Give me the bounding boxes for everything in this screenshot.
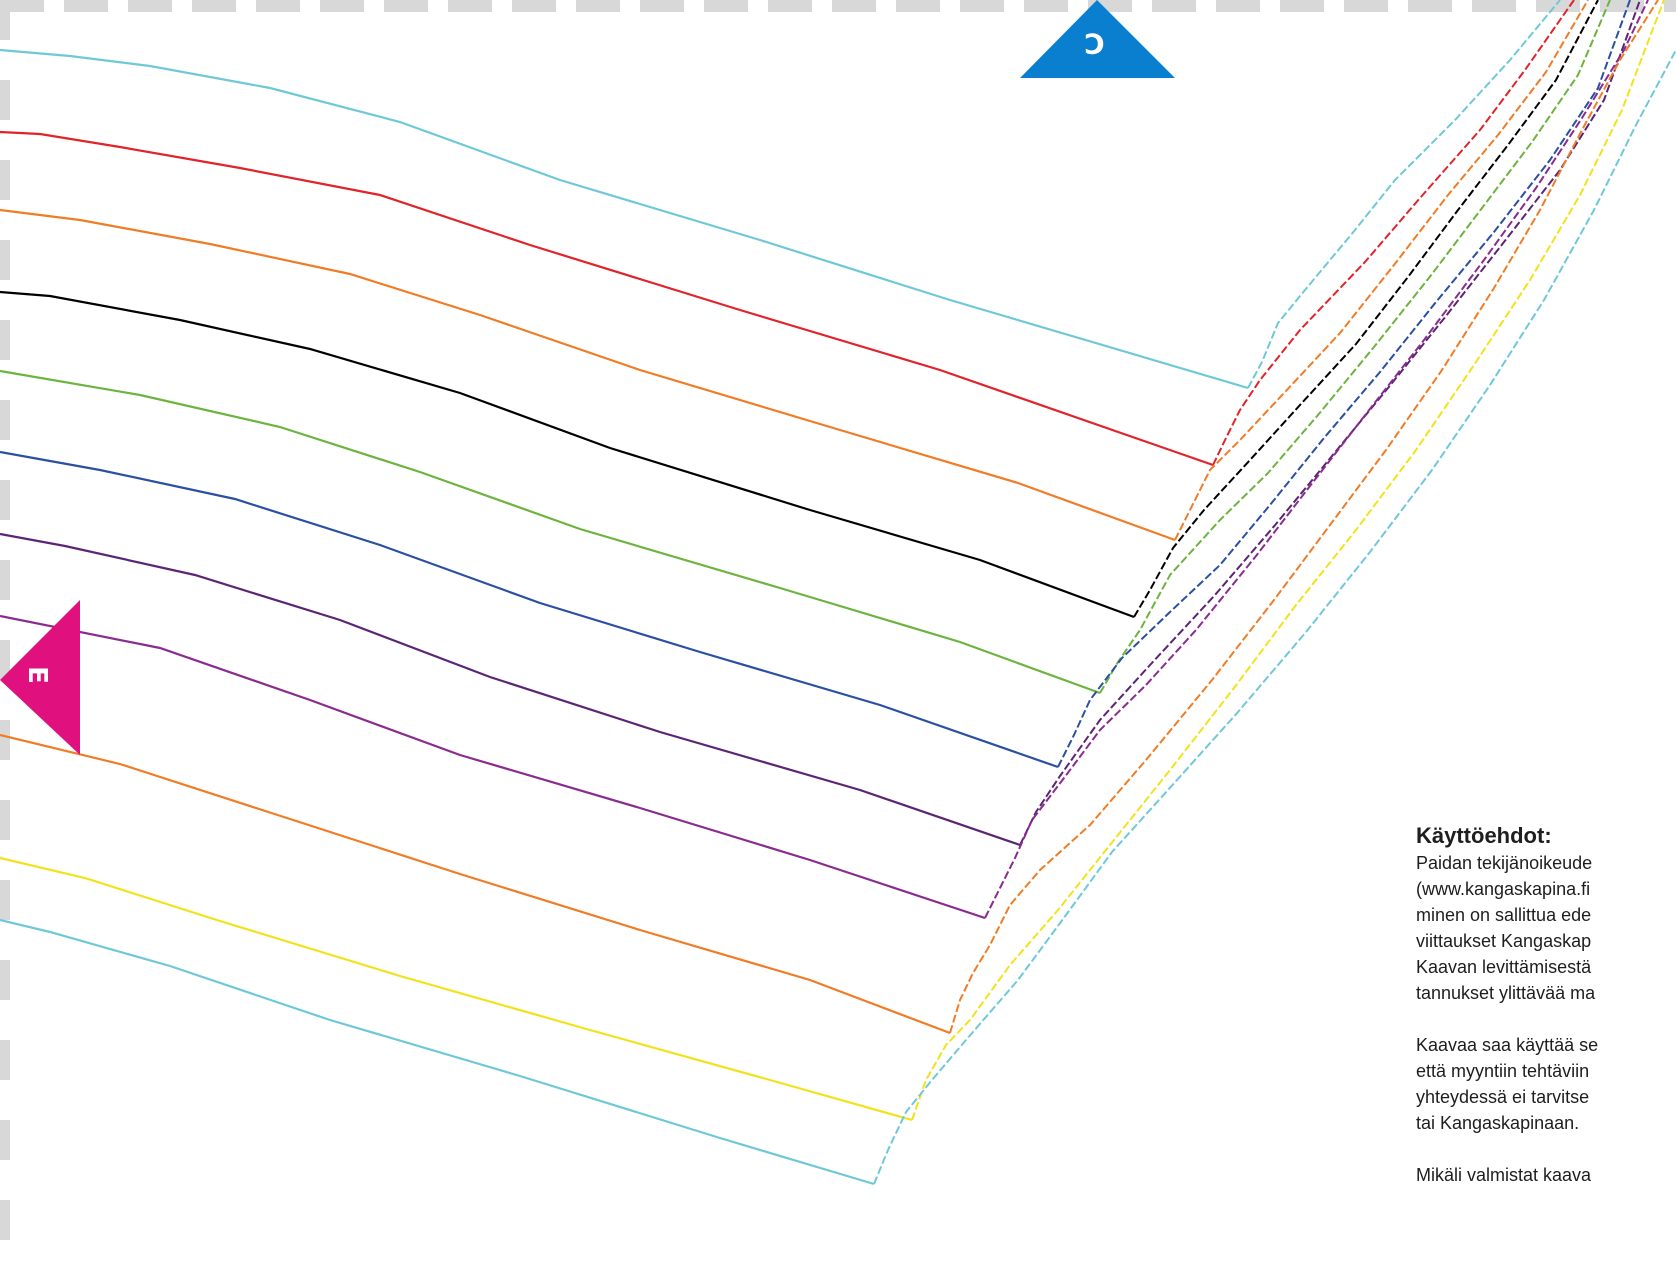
terms-p1-line: Kaavan levittämisestä bbox=[1416, 957, 1592, 977]
size-line-solid bbox=[0, 130, 1214, 467]
size-line-solid bbox=[0, 918, 875, 1186]
terms-of-use: Käyttöehdot: Paidan tekijänoikeude (www.… bbox=[1416, 822, 1676, 1214]
terms-p1-line: tannukset ylittävää ma bbox=[1416, 983, 1596, 1003]
notch-marker-c bbox=[1020, 0, 1175, 78]
size-line-dashed bbox=[1099, 0, 1611, 694]
terms-p2-line: tai Kangaskapinaan. bbox=[1416, 1113, 1580, 1133]
terms-p1-line: Paidan tekijänoikeude bbox=[1416, 853, 1593, 873]
notch-marker-e bbox=[0, 600, 80, 755]
size-line-solid bbox=[0, 733, 951, 1035]
size-line-dashed bbox=[1174, 0, 1589, 541]
size-line-dashed bbox=[949, 0, 1659, 1034]
size-line-solid bbox=[0, 290, 1135, 619]
size-line-solid bbox=[0, 450, 1059, 769]
size-lines bbox=[0, 0, 1676, 1186]
terms-paragraph-3: Mikäli valmistat kaava bbox=[1416, 1162, 1676, 1188]
terms-p1-line: viittaukset Kangaskap bbox=[1416, 931, 1592, 951]
terms-paragraph-1: Paidan tekijänoikeude (www.kangaskapina.… bbox=[1416, 850, 1676, 1006]
size-line-solid bbox=[0, 856, 913, 1122]
size-line-dashed bbox=[911, 0, 1665, 1121]
size-line-dashed bbox=[1247, 0, 1561, 389]
terms-p1-line: minen on sallittua ede bbox=[1416, 905, 1592, 925]
terms-p3-line: Mikäli valmistat kaava bbox=[1416, 1165, 1592, 1185]
terms-paragraph-2: Kaavaa saa käyttää se että myyntiin teht… bbox=[1416, 1032, 1676, 1136]
terms-p2-line: että myyntiin tehtäviin bbox=[1416, 1061, 1590, 1081]
size-line-solid bbox=[0, 614, 986, 920]
size-line-solid bbox=[0, 208, 1176, 542]
size-line-solid bbox=[0, 48, 1249, 390]
size-line-solid bbox=[0, 532, 1021, 847]
size-line-dashed bbox=[1133, 0, 1599, 618]
size-line-dashed bbox=[1057, 0, 1631, 768]
size-line-dashed bbox=[1212, 0, 1575, 466]
terms-title: Käyttöehdot: bbox=[1416, 823, 1552, 848]
marker-c-label: C bbox=[1084, 27, 1105, 60]
size-line-dashed bbox=[1019, 0, 1641, 846]
marker-e-label: E bbox=[21, 666, 52, 684]
size-line-solid bbox=[0, 369, 1101, 695]
terms-p2-line: Kaavaa saa käyttää se bbox=[1416, 1035, 1599, 1055]
size-line-dashed bbox=[984, 0, 1649, 919]
size-line-dashed bbox=[873, 49, 1676, 1185]
terms-p1-line: (www.kangaskapina.fi bbox=[1416, 879, 1591, 899]
terms-p2-line: yhteydessä ei tarvitse bbox=[1416, 1087, 1590, 1107]
